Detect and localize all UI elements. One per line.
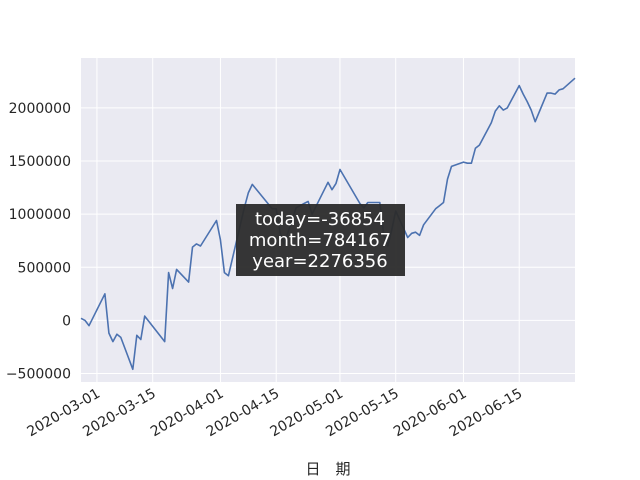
y-tick-labels: −500000 0 500000 1000000 1500000 2000000 bbox=[6, 101, 71, 383]
series-line bbox=[80, 77, 576, 371]
y-tick-label: 2000000 bbox=[9, 101, 71, 117]
y-tick-label: 500000 bbox=[18, 260, 71, 276]
annotation-line-today: today=-36854 bbox=[255, 209, 385, 230]
annotation-box: today=-36854 month=784167 year=2276356 bbox=[236, 204, 405, 276]
y-tick-label: 1000000 bbox=[9, 207, 71, 223]
y-tick-label: −500000 bbox=[6, 367, 71, 383]
annotation-background bbox=[236, 204, 405, 276]
annotation-line-year: year=2276356 bbox=[252, 251, 387, 272]
x-axis-title: 日 期 bbox=[305, 460, 350, 478]
y-tick-label: 0 bbox=[62, 313, 71, 329]
x-tick-labels: 2020-03-012020-03-152020-04-012020-04-15… bbox=[24, 386, 525, 441]
annotation-line-month: month=784167 bbox=[249, 230, 391, 251]
y-tick-label: 1500000 bbox=[9, 154, 71, 170]
